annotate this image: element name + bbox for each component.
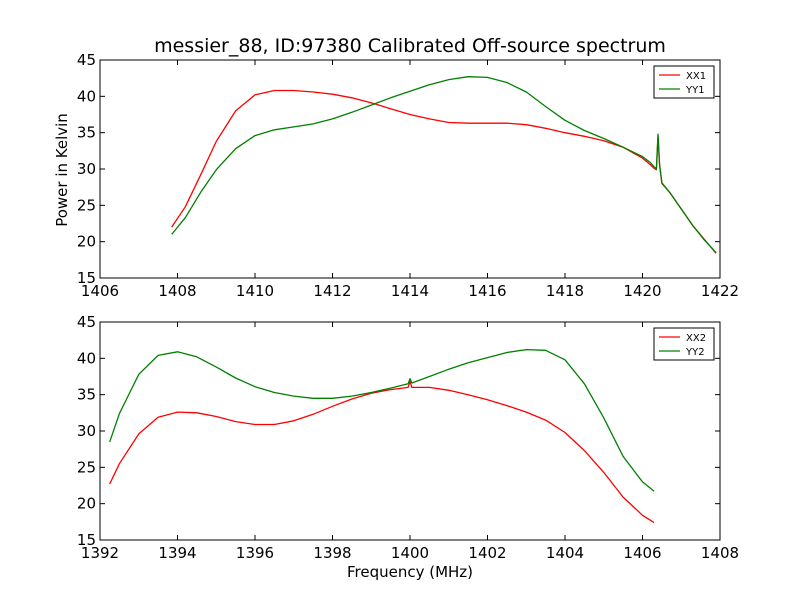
x-tick-label: 1410 (236, 282, 274, 300)
x-tick-label: 1394 (158, 544, 196, 562)
legend-label: YY1 (685, 85, 705, 96)
x-tick-label: 1404 (546, 544, 584, 562)
x-tick-label: 1392 (81, 544, 119, 562)
series-line-yy2 (109, 348, 655, 492)
chart-title: messier_88, ID:97380 Calibrated Off-sour… (154, 35, 666, 57)
bottom-panel: 1392 1394 1396 1398 1400 1402 1404 1406 1408 15 20… (77, 313, 739, 562)
y-tick-label: 40 (77, 349, 96, 367)
x-tick-label: 1406 (81, 282, 119, 300)
x-tick-label: 1412 (313, 282, 351, 300)
x-tick-label: 1408 (701, 544, 739, 562)
y-tick-label: 25 (77, 196, 96, 214)
x-tick-label: 1420 (623, 282, 661, 300)
legend-label: YY2 (685, 347, 705, 358)
x-tick-label: 1416 (468, 282, 506, 300)
x-tick-label: 1408 (158, 282, 196, 300)
x-tick-label: 1396 (236, 544, 274, 562)
y-tick-label: 15 (77, 269, 96, 287)
y-tick-label: 25 (77, 458, 96, 476)
plot-frame (99, 321, 721, 541)
y-tick-label: 20 (77, 495, 96, 513)
plot-frame (99, 59, 721, 279)
x-tick-label: 1402 (468, 544, 506, 562)
x-tick-label: 1414 (391, 282, 429, 300)
y-tick-label: 45 (77, 313, 96, 331)
x-tick-label: 1418 (546, 282, 584, 300)
y-tick-label: 35 (77, 124, 96, 142)
y-tick-label: 15 (77, 531, 96, 549)
x-tick-label: 1422 (701, 282, 739, 300)
legend-box (653, 327, 715, 361)
top-panel: 1406 1408 1410 1412 1414 1416 1418 1420 1422 15 20… (77, 51, 739, 300)
y-tick-label: 40 (77, 87, 96, 105)
x-tick-label: 1400 (391, 544, 429, 562)
y-tick-label: 45 (77, 51, 96, 69)
x-axis-label: Frequency (MHz) (347, 563, 473, 581)
y-tick-label: 35 (77, 386, 96, 404)
x-tick-label: 1406 (623, 544, 661, 562)
y-tick-label: 20 (77, 233, 96, 251)
series-line-xx2 (109, 380, 655, 524)
legend-label: XX1 (686, 71, 706, 82)
x-tick-label: 1398 (313, 544, 351, 562)
y-tick-label: 30 (77, 422, 96, 440)
legend-label: XX2 (686, 333, 706, 344)
series-line-yy1 (171, 76, 717, 254)
legend-box (653, 65, 715, 99)
y-axis-label: Power in Kelvin (53, 113, 71, 227)
y-tick-label: 30 (77, 160, 96, 178)
